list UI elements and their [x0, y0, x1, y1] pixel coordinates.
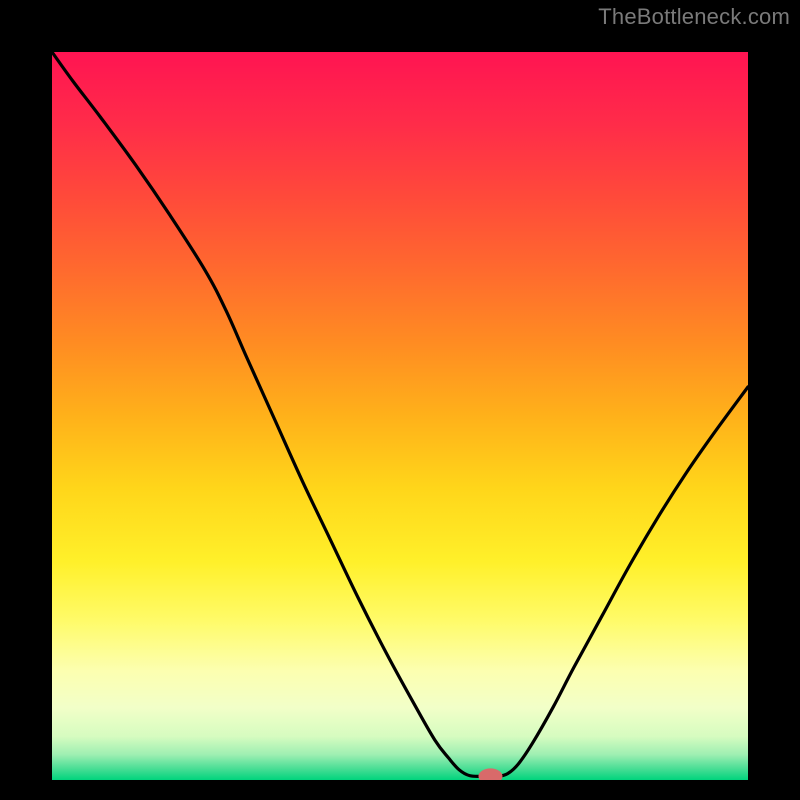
frame-border	[0, 780, 800, 800]
watermark-text: TheBottleneck.com	[598, 4, 790, 30]
plot-background	[52, 52, 748, 780]
frame-border	[748, 0, 800, 800]
chart-container: TheBottleneck.com	[0, 0, 800, 800]
frame-border	[0, 0, 52, 800]
bottleneck-chart	[0, 0, 800, 800]
